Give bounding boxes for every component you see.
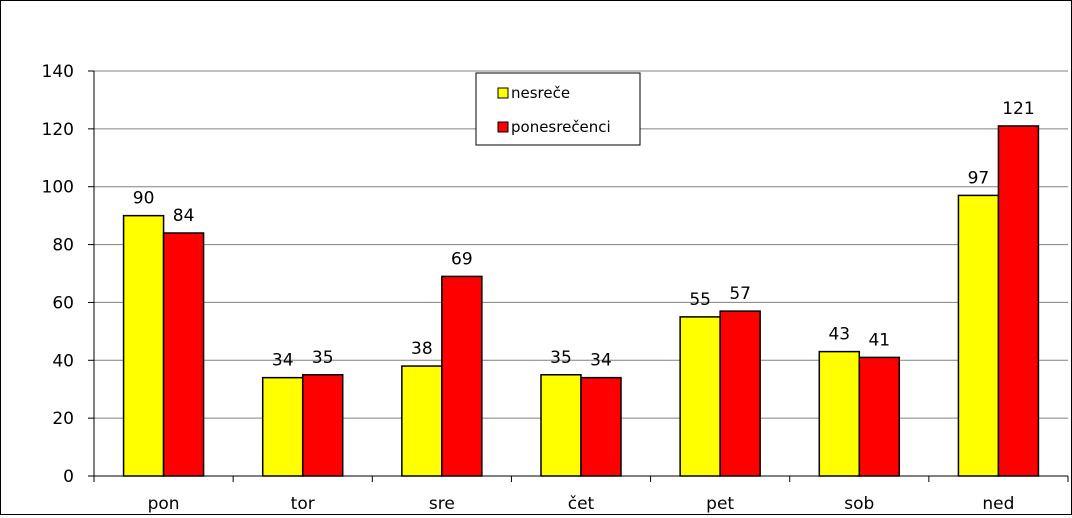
data-label: 43: [828, 325, 850, 345]
data-label: 57: [729, 284, 751, 304]
legend-label-nesrece: nesreče: [511, 84, 570, 102]
data-label: 34: [590, 351, 612, 371]
legend-label-ponesrecenci: ponesrečenci: [511, 118, 611, 136]
y-tick-label: 20: [52, 409, 74, 429]
data-label: 41: [868, 330, 890, 350]
y-tick-label: 140: [42, 62, 74, 82]
data-label: 69: [451, 249, 473, 269]
data-label: 121: [1002, 99, 1034, 119]
x-tick-label: sob: [844, 494, 874, 514]
y-tick-label: 0: [63, 467, 74, 487]
bar: [719, 310, 761, 477]
data-label: 97: [968, 168, 990, 188]
legend-swatch-ponesrecenci: [497, 121, 509, 133]
x-tick-label: čet: [568, 494, 595, 514]
bar: [957, 194, 1000, 477]
legend-box: [475, 72, 641, 146]
y-tick-label: 80: [52, 236, 74, 256]
y-tick-label: 60: [52, 293, 74, 313]
x-tick-label: pon: [148, 494, 180, 514]
data-labels: 90 84 34 35 38 69 35 34 55 57 43 41 97 121: [133, 99, 1035, 371]
bar: [997, 125, 1040, 477]
x-tick-label: ned: [982, 494, 1014, 514]
data-label: 55: [689, 290, 711, 310]
x-tick-label: tor: [291, 494, 315, 514]
bar: [162, 232, 205, 477]
legend-swatch-nesrece: [497, 87, 509, 99]
bar: [540, 374, 582, 477]
data-label: 34: [272, 351, 294, 371]
bars: [122, 125, 1040, 477]
bar: [580, 376, 622, 477]
y-tick-label: 100: [42, 178, 74, 198]
data-label: 84: [173, 206, 195, 226]
y-tick-label: 120: [42, 120, 74, 140]
y-tick-label: 40: [52, 351, 74, 371]
data-label: 35: [312, 348, 334, 368]
bar: [679, 316, 721, 477]
x-tick-label: sre: [429, 494, 455, 514]
data-label: 38: [411, 339, 433, 359]
legend: nesreče ponesrečenci: [475, 72, 641, 146]
bar: [301, 374, 344, 477]
axes: 0 20 40 60 80 100 120 140 pon tor sre čet pet sob ned: [42, 62, 1069, 514]
data-label: 35: [550, 348, 572, 368]
data-label: 90: [133, 189, 155, 209]
bar: [401, 365, 443, 477]
bar: [441, 275, 483, 477]
x-tick-label: pet: [706, 494, 734, 514]
bar: [858, 356, 901, 477]
bar: [818, 350, 861, 477]
bar: [122, 214, 165, 477]
bar: [261, 376, 304, 477]
